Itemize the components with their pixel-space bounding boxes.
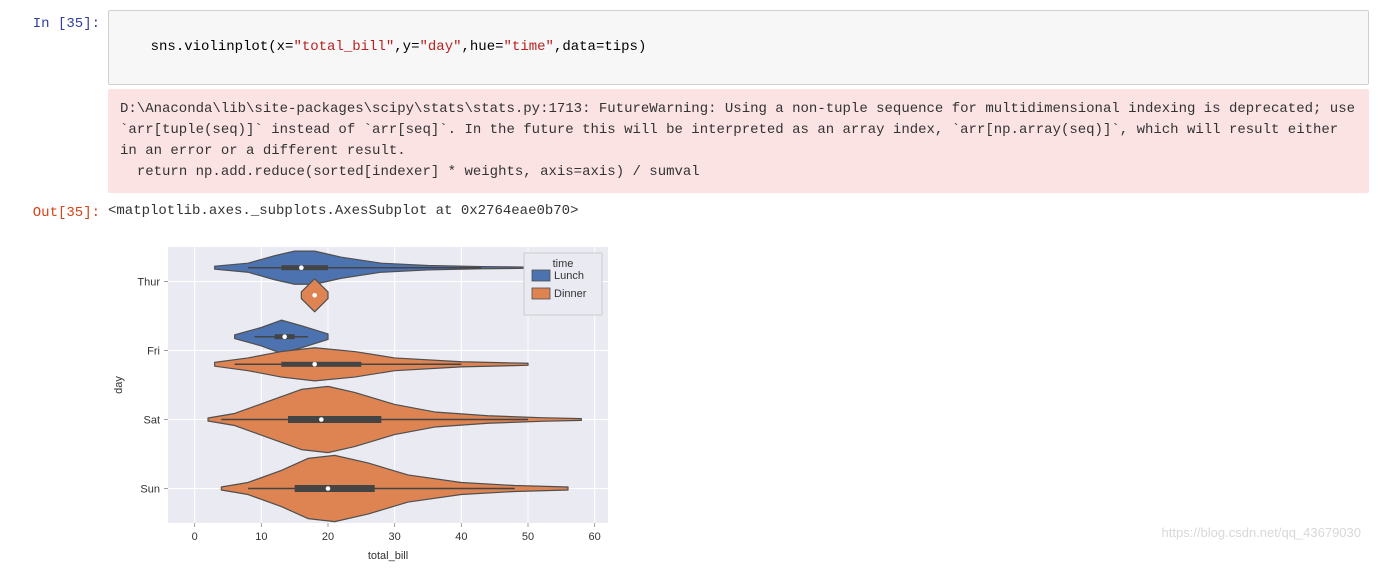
input-prompt: In [35]: <box>10 10 108 32</box>
plot-output: 0 10 20 30 40 50 60 Thur Fri Sat Sun total_bill day t… <box>108 227 1369 570</box>
plot-prompt-spacer <box>10 227 108 233</box>
code-string: "time" <box>504 39 554 55</box>
svg-text:day: day <box>113 376 125 394</box>
code-token: ,y= <box>394 39 419 55</box>
svg-text:60: 60 <box>589 531 601 543</box>
code-token: ,hue= <box>462 39 504 55</box>
svg-text:40: 40 <box>455 531 467 543</box>
input-cell-row: In [35]: sns.violinplot(x="total_bill",y… <box>10 10 1369 85</box>
code-token: ,data=tips) <box>554 39 646 55</box>
warning-row: D:\Anaconda\lib\site-packages\scipy\stat… <box>10 89 1369 193</box>
svg-text:Thur: Thur <box>137 276 160 288</box>
svg-text:30: 30 <box>389 531 401 543</box>
code-string: "day" <box>419 39 461 55</box>
output-text: <matplotlib.axes._subplots.AxesSubplot a… <box>108 199 1369 223</box>
svg-text:20: 20 <box>322 531 334 543</box>
warning-prompt-spacer <box>10 89 108 95</box>
code-input[interactable]: sns.violinplot(x="total_bill",y="day",hu… <box>108 10 1369 85</box>
svg-text:Lunch: Lunch <box>554 270 584 282</box>
watermark: https://blog.csdn.net/qq_43679030 <box>1162 525 1362 540</box>
svg-text:10: 10 <box>255 531 267 543</box>
plot-row: 0 10 20 30 40 50 60 Thur Fri Sat Sun total_bill day t… <box>10 227 1369 570</box>
code-token: sns.violinplot(x= <box>151 39 294 55</box>
warning-output: D:\Anaconda\lib\site-packages\scipy\stat… <box>108 89 1369 193</box>
svg-text:Fri: Fri <box>147 345 160 357</box>
output-prompt: Out[35]: <box>10 199 108 221</box>
output-cell-row: Out[35]: <matplotlib.axes._subplots.Axes… <box>10 199 1369 223</box>
svg-text:Dinner: Dinner <box>554 288 587 300</box>
svg-text:time: time <box>553 258 574 270</box>
svg-text:total_bill: total_bill <box>368 550 408 562</box>
code-string: "total_bill" <box>293 39 394 55</box>
violin-plot: 0 10 20 30 40 50 60 Thur Fri Sat Sun total_bill day t… <box>108 237 618 567</box>
svg-text:0: 0 <box>192 531 198 543</box>
svg-text:50: 50 <box>522 531 534 543</box>
svg-text:Sun: Sun <box>140 483 160 495</box>
svg-text:Sat: Sat <box>143 414 160 426</box>
